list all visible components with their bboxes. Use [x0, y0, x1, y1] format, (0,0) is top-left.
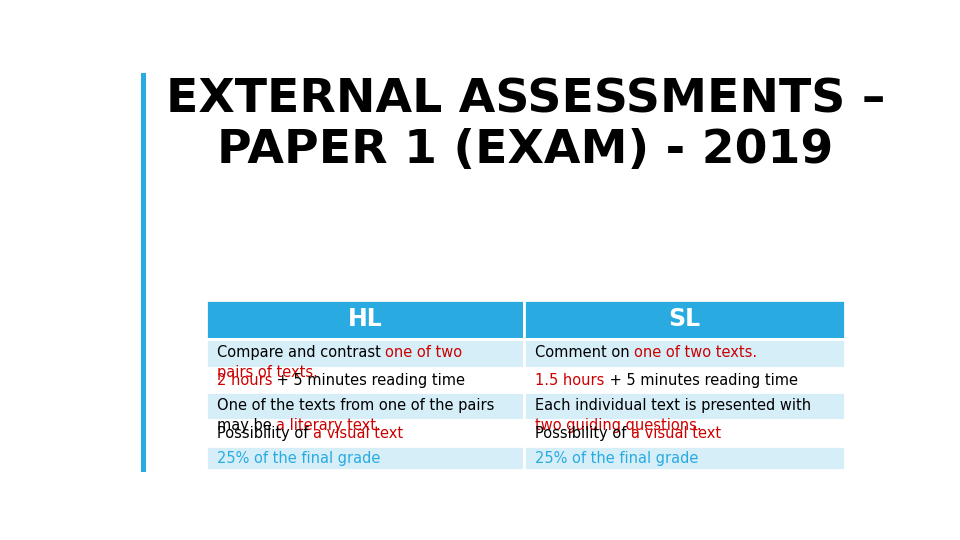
Text: a visual text: a visual text [631, 426, 721, 441]
Text: Compare and contrast: Compare and contrast [217, 346, 385, 361]
Bar [141, 73, 146, 472]
Text: + 5 minutes reading time: + 5 minutes reading time [273, 373, 466, 388]
Text: One of the texts from one of the pairs: One of the texts from one of the pairs [217, 398, 494, 413]
Text: 25% of the final grade: 25% of the final grade [217, 451, 380, 466]
Bar [524, 368, 846, 392]
Text: a literary text.: a literary text. [276, 417, 381, 433]
Text: pairs of texts.: pairs of texts. [217, 365, 318, 380]
Text: 1.5 hours: 1.5 hours [535, 373, 605, 388]
Bar [524, 446, 846, 470]
Text: Each individual text is presented with: Each individual text is presented with [535, 398, 811, 413]
Bar [205, 368, 524, 392]
Bar [205, 392, 524, 420]
Bar [524, 300, 846, 339]
Text: 25% of the final grade: 25% of the final grade [535, 451, 699, 466]
Bar [205, 300, 524, 339]
Text: + 5 minutes reading time: + 5 minutes reading time [605, 373, 798, 388]
Bar [205, 339, 524, 368]
Text: HL: HL [348, 307, 382, 332]
Bar [524, 392, 846, 420]
Text: Comment on: Comment on [535, 346, 635, 361]
Bar [205, 446, 524, 470]
Bar [205, 420, 524, 446]
Text: Possibility of: Possibility of [535, 426, 631, 441]
Text: SL: SL [668, 307, 701, 332]
Text: one of two: one of two [385, 346, 463, 361]
Text: two guiding questions.: two guiding questions. [535, 417, 702, 433]
Text: 2 hours: 2 hours [217, 373, 273, 388]
Text: Possibility of: Possibility of [217, 426, 313, 441]
Bar [524, 339, 846, 368]
Text: may be: may be [217, 417, 276, 433]
Bar [524, 420, 846, 446]
Text: a visual text: a visual text [313, 426, 403, 441]
Text: EXTERNAL ASSESSMENTS –
PAPER 1 (EXAM) - 2019: EXTERNAL ASSESSMENTS – PAPER 1 (EXAM) - … [166, 77, 885, 172]
Text: one of two texts.: one of two texts. [635, 346, 757, 361]
